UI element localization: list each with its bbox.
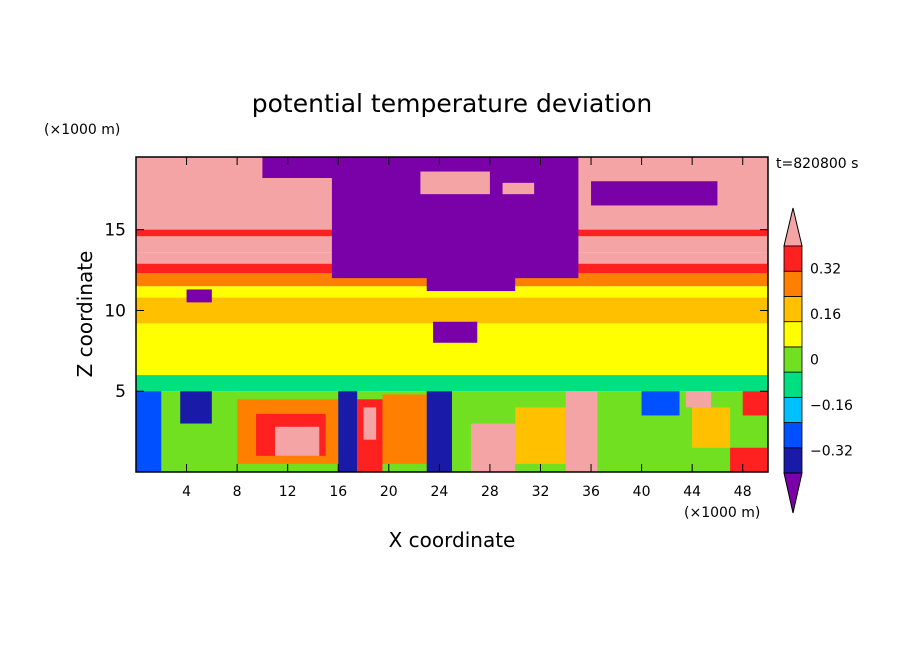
y-axis-label: Z coordinate — [73, 251, 97, 378]
x-tick-label: 32 — [532, 484, 550, 500]
contour-region-16 — [502, 182, 535, 195]
contour-region-33 — [641, 391, 680, 416]
contour-region-35 — [730, 447, 768, 472]
x-tick-label: 48 — [734, 484, 752, 500]
colorbar: 0.32 0.16 0 −0.16 −0.32 — [783, 207, 853, 514]
x-tick-label: 4 — [182, 484, 191, 500]
contour-region-24 — [338, 391, 358, 472]
colorbar-segment — [783, 270, 803, 297]
colorbar-segment — [783, 296, 803, 323]
colorbar-max-triangle — [783, 207, 803, 247]
contour-region-27 — [382, 394, 427, 464]
x-axis-ticks: 4 8 12 16 20 24 28 32 36 40 44 48 — [182, 157, 752, 500]
contour-region-34 — [692, 407, 731, 448]
contour-region-19 — [136, 391, 162, 472]
y-tick-label: 10 — [104, 301, 126, 321]
contour-region-14 — [433, 321, 478, 343]
colorbar-segment — [783, 321, 803, 348]
x-tick-label: 36 — [582, 484, 600, 500]
contour-region-17 — [136, 375, 768, 392]
x-tick-label: 44 — [683, 484, 701, 500]
x-tick-label: 28 — [481, 484, 499, 500]
colorbar-segment — [783, 447, 803, 474]
y-axis-ticks: 5 10 15 — [104, 221, 768, 402]
colorbar-label: −0.32 — [810, 443, 853, 459]
colorbar-segment — [783, 245, 803, 272]
x-tick-label: 16 — [329, 484, 347, 500]
x-tick-label: 8 — [233, 484, 242, 500]
colorbar-min-triangle — [783, 472, 803, 514]
colorbar-label: −0.16 — [810, 398, 853, 414]
x-axis-label: X coordinate — [389, 528, 516, 552]
colorbar-segment — [783, 396, 803, 423]
chart-title: potential temperature deviation — [252, 89, 652, 118]
y-tick-label: 15 — [104, 221, 126, 241]
contour-region-28 — [426, 391, 452, 472]
contour-region-37 — [685, 391, 712, 408]
colorbar-label: 0.16 — [810, 307, 841, 323]
contour-region-13 — [186, 289, 212, 303]
x-tick-label: 20 — [380, 484, 398, 500]
y-unit-label: (×1000 m) — [44, 122, 120, 138]
contour-region-23 — [275, 426, 320, 456]
contour-region-30 — [515, 407, 566, 464]
time-label: t=820800 s — [776, 156, 858, 172]
colorbar-label: 0.32 — [810, 262, 841, 278]
colorbar-label: 0 — [810, 353, 819, 369]
plot-frame — [135, 156, 769, 473]
x-unit-label: (×1000 m) — [684, 505, 760, 521]
x-tick-label: 24 — [430, 484, 448, 500]
y-tick-label: 5 — [115, 382, 126, 402]
contour-region-36 — [742, 391, 768, 416]
contour-field — [136, 157, 768, 472]
contour-region-3 — [136, 286, 768, 298]
colorbar-segment — [783, 346, 803, 373]
contour-region-26 — [363, 407, 377, 440]
contour-region-12 — [591, 181, 718, 206]
contour-region-1 — [136, 297, 768, 324]
colorbar-segment — [783, 371, 803, 398]
contour-region-20 — [180, 391, 212, 424]
colorbar-segment — [783, 422, 803, 449]
x-tick-label: 12 — [279, 484, 297, 500]
x-tick-label: 40 — [633, 484, 651, 500]
contour-region-29 — [470, 423, 516, 472]
contour-region-11 — [262, 157, 339, 178]
contour-region-10 — [426, 270, 516, 292]
contour-region-32 — [578, 415, 589, 464]
contour-region-15 — [420, 171, 490, 195]
